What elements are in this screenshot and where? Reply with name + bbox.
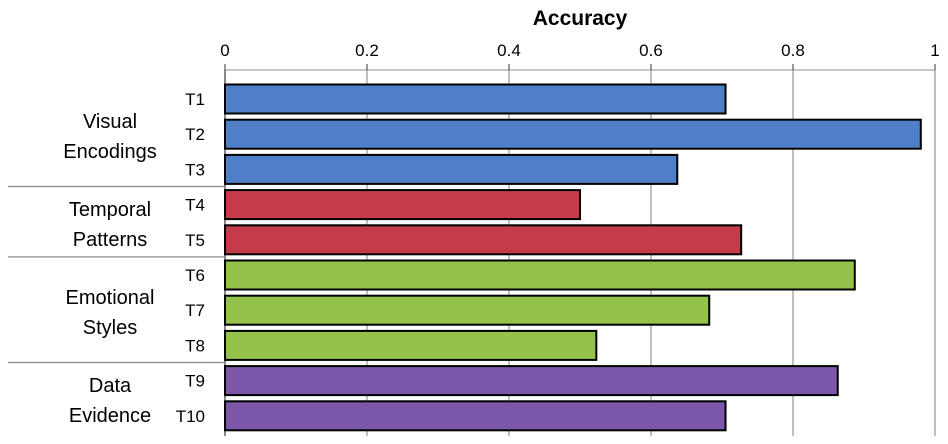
- x-tick-label: 1: [930, 41, 939, 60]
- category-labels: T1 T2 T3 T4 T5 T6 T7 T8 T9 T10: [176, 90, 205, 426]
- category-label: T6: [185, 266, 205, 285]
- category-label: T7: [185, 301, 205, 320]
- bar: [224, 189, 581, 221]
- category-label: T5: [185, 231, 205, 250]
- x-axis-ticks: 0 0.2 0.4 0.6 0.8 1: [220, 41, 940, 70]
- bar: [224, 294, 711, 326]
- bar: [224, 118, 922, 150]
- category-label: T4: [185, 196, 205, 215]
- bar: [224, 259, 856, 291]
- group-labels: Visual Encodings Temporal Patterns Emotional…: [8, 111, 225, 427]
- category-label: T10: [176, 407, 205, 426]
- group-label-line: Emotional: [66, 287, 155, 309]
- category-label: T2: [185, 125, 205, 144]
- group-label-line: Data: [89, 375, 132, 397]
- x-tick-label: 0.2: [355, 41, 379, 60]
- bar: [224, 400, 727, 432]
- category-label: T8: [185, 336, 205, 355]
- bar: [224, 329, 598, 361]
- x-tick-label: 0.6: [639, 41, 663, 60]
- group-label-line: Visual: [83, 111, 137, 133]
- group-label-line: Encodings: [63, 141, 156, 163]
- bar: [224, 224, 743, 256]
- chart-title: Accuracy: [533, 7, 628, 30]
- bar: [224, 153, 679, 185]
- bar: [224, 83, 727, 115]
- category-label: T1: [185, 90, 205, 109]
- x-tick-label: 0.4: [497, 41, 521, 60]
- group-label-line: Temporal: [69, 199, 151, 221]
- group-label-line: Styles: [83, 317, 137, 339]
- category-label: T9: [185, 372, 205, 391]
- x-tick-label: 0.8: [781, 41, 805, 60]
- category-label: T3: [185, 160, 205, 179]
- bar: [224, 365, 839, 397]
- group-label-line: Evidence: [69, 405, 151, 427]
- group-label-line: Patterns: [73, 229, 147, 251]
- x-tick-label: 0: [220, 41, 229, 60]
- bars: [224, 83, 922, 432]
